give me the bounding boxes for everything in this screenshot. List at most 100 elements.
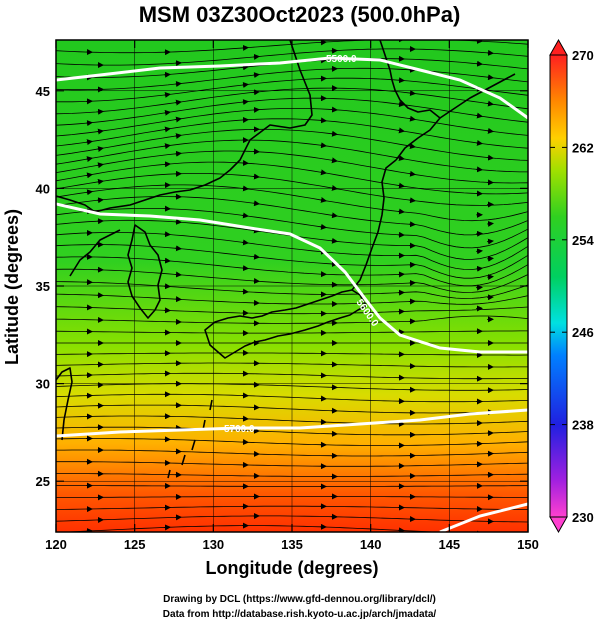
wind-arrow xyxy=(96,128,104,135)
wind-arrow xyxy=(163,143,171,150)
wind-arrow xyxy=(252,173,260,180)
wind-arrow xyxy=(475,230,483,237)
colorbar-ticks: 230 238 246 254 262 270 xyxy=(550,48,594,525)
coastline-yellow-sea-north xyxy=(69,229,121,277)
wind-arrow xyxy=(486,255,494,262)
coastline-kuril-islands xyxy=(439,73,516,119)
contour-line-5600 xyxy=(56,202,528,354)
height-contours xyxy=(56,56,528,532)
wind-arrow xyxy=(397,77,405,84)
wind-arrow xyxy=(319,169,327,176)
colorbar-tick-label: 230 xyxy=(572,510,594,525)
wind-arrow xyxy=(486,74,494,81)
coastline-sakhalin xyxy=(379,40,391,71)
map-plot-area: 5700.0 5600.0 5500.0 xyxy=(56,40,528,532)
coastline-ryukyu-islands xyxy=(167,399,213,479)
contour-line-5800 xyxy=(439,502,528,532)
map-title: MSM 03Z30Oct2023 (500.0hPa) xyxy=(138,2,461,27)
wind-arrow xyxy=(408,197,416,204)
wind-arrow xyxy=(96,178,104,185)
contour-label: 5500.0 xyxy=(326,54,357,65)
wind-arrow xyxy=(174,245,182,252)
wind-arrow xyxy=(252,253,260,260)
coastline-hokkaido xyxy=(389,69,441,161)
colorbar-tick-label: 238 xyxy=(572,418,594,433)
coastline-korea xyxy=(127,224,163,319)
x-axis-label: Longitude (degrees) xyxy=(205,558,378,578)
wind-arrow xyxy=(163,91,171,98)
wind-arrow xyxy=(85,172,93,179)
x-tick-label: 135 xyxy=(281,537,303,552)
wind-arrow xyxy=(330,212,338,219)
wind-arrow xyxy=(475,248,483,255)
wind-arrow xyxy=(174,99,182,106)
x-tick-label: 130 xyxy=(202,537,224,552)
wind-arrow xyxy=(475,112,483,119)
wind-arrow xyxy=(486,127,494,134)
y-tick-label: 45 xyxy=(36,84,50,99)
wind-arrow xyxy=(397,101,405,108)
colorbar-max-triangle xyxy=(549,38,568,56)
contour-label: 5700.0 xyxy=(224,424,255,435)
wind-arrow xyxy=(475,265,483,272)
y-tick-label: 35 xyxy=(36,279,50,294)
wind-arrow xyxy=(397,127,405,134)
wind-arrow xyxy=(252,53,260,60)
wind-arrow xyxy=(241,212,249,219)
wind-arrow xyxy=(486,220,494,227)
coastline-mainland-east-asia xyxy=(56,40,313,213)
coastline-honshu-shikoku-kyushu xyxy=(204,289,367,359)
wind-arrow xyxy=(96,162,104,169)
wind-arrow xyxy=(174,150,182,157)
wind-arrow xyxy=(486,100,494,107)
wind-arrow xyxy=(96,197,104,204)
wind-arrow xyxy=(96,146,104,152)
credit-data-source: Data from http://database.rish.kyoto-u.a… xyxy=(162,609,437,620)
colorbar-tick-label: 246 xyxy=(572,325,594,340)
wind-arrow xyxy=(408,143,416,150)
wind-arrow xyxy=(241,99,249,106)
wind-arrow xyxy=(408,90,416,97)
wind-arrow xyxy=(252,89,260,96)
wind-arrow xyxy=(85,189,93,196)
wind-arrow xyxy=(475,60,483,67)
wind-arrow xyxy=(486,49,494,56)
wind-arrow xyxy=(319,142,327,149)
y-axis-label: Latitude (degrees) xyxy=(2,209,22,365)
wind-arrow xyxy=(486,154,494,161)
wind-arrow xyxy=(486,274,494,281)
wind-arrow xyxy=(397,208,405,215)
y-tick-label: 40 xyxy=(36,181,50,196)
wind-arrow xyxy=(174,133,182,140)
coastline-northern-honshu xyxy=(351,159,397,291)
wind-arrow xyxy=(85,156,93,163)
wind-arrow xyxy=(252,72,260,79)
wind-arrow xyxy=(241,239,249,246)
wind-arrow xyxy=(319,223,327,230)
colorbar-tick-label: 254 xyxy=(572,233,594,248)
x-tick-label: 140 xyxy=(360,537,382,552)
wind-arrow xyxy=(241,81,249,88)
credit-drawing: Drawing by DCL (https://www.gfd-dennou.o… xyxy=(163,594,436,605)
wind-arrow xyxy=(163,257,171,264)
x-tick-label: 120 xyxy=(45,537,67,552)
colorbar-scale xyxy=(549,54,568,518)
wind-arrow xyxy=(174,116,182,123)
wind-arrow xyxy=(174,218,182,225)
wind-arrow xyxy=(408,115,416,122)
colorbar: 230 238 246 254 262 270 xyxy=(549,38,594,534)
wind-arrow xyxy=(85,139,93,146)
wind-arrow xyxy=(163,109,171,116)
wind-arrow xyxy=(319,117,327,124)
wind-arrow xyxy=(241,265,249,272)
wind-arrow xyxy=(397,155,405,162)
wind-arrow xyxy=(330,157,338,164)
x-tick-label: 145 xyxy=(438,537,460,552)
x-tick-label: 125 xyxy=(124,537,146,552)
wind-arrow xyxy=(174,81,182,87)
contour-line-5700 xyxy=(56,408,528,438)
wind-arrow xyxy=(163,161,171,168)
y-axis-ticks: 25 30 35 40 45 xyxy=(36,84,528,489)
wind-arrow xyxy=(252,200,260,207)
